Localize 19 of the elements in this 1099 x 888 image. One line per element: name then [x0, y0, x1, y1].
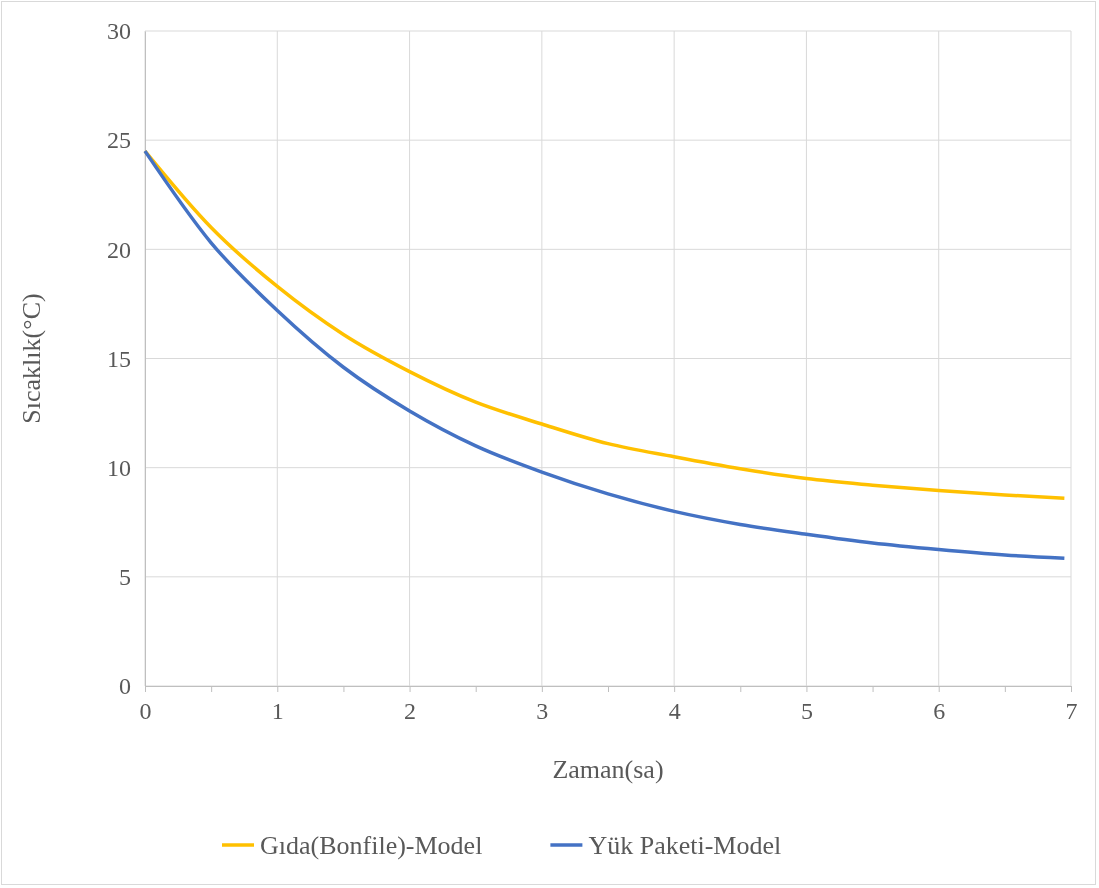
- x-tick-label: 1: [271, 698, 284, 725]
- y-tick-label: 25: [107, 127, 131, 154]
- y-tick-label: 20: [107, 236, 131, 263]
- x-tick-label: 2: [404, 698, 417, 725]
- x-axis-title: Zaman(sa): [552, 755, 664, 784]
- legend-label: Gıda(Bonfile)-Model: [260, 831, 483, 860]
- x-tick-label: 5: [800, 698, 813, 725]
- y-tick-label: 0: [119, 673, 131, 700]
- y-tick-label: 15: [107, 345, 131, 372]
- y-axis-title: Sıcaklık(°C): [17, 293, 46, 424]
- x-tick-label: 7: [1065, 698, 1078, 725]
- y-tick-label: 10: [107, 454, 131, 481]
- x-tick-label: 6: [933, 698, 946, 725]
- x-tick-label: 0: [139, 698, 152, 725]
- y-tick-label: 30: [107, 18, 131, 45]
- x-tick-label: 3: [536, 698, 549, 725]
- x-tick-label: 4: [668, 698, 681, 725]
- legend-label: Yük Paketi-Model: [588, 831, 782, 860]
- y-tick-label: 5: [119, 564, 131, 591]
